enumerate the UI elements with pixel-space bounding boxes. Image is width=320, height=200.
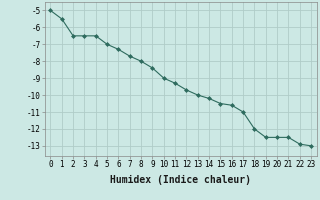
X-axis label: Humidex (Indice chaleur): Humidex (Indice chaleur) bbox=[110, 175, 251, 185]
